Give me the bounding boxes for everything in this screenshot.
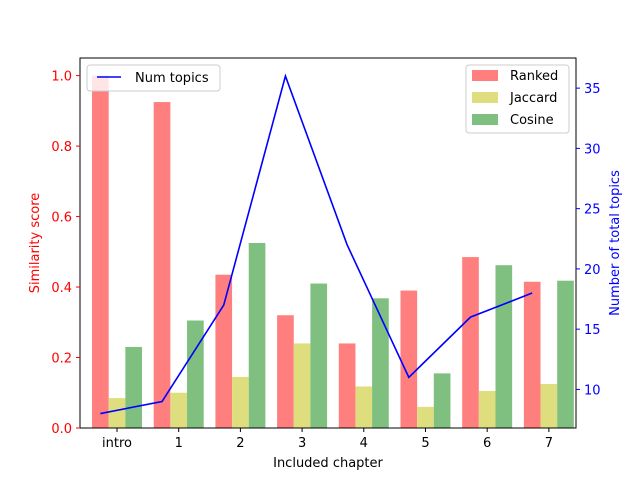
- y-right-tick-label: 10: [584, 383, 601, 398]
- y-left-tick-label: 0.0: [51, 422, 72, 437]
- y-axis-left: 0.0 0.2 0.4 0.6 0.8 1.0: [51, 70, 80, 437]
- bar-cosine-1: [187, 320, 204, 428]
- line-num-topics: [100, 73, 533, 415]
- y-left-tick-label: 0.2: [51, 352, 72, 367]
- bar-ranked-1: [153, 102, 171, 429]
- bar-jaccard-3: [293, 343, 311, 428]
- x-tick-label: 5: [421, 436, 429, 451]
- x-tick-label: 1: [175, 436, 183, 451]
- y-right-tick-label: 20: [584, 263, 601, 278]
- bar-legend-swatch-ranked: [472, 70, 498, 81]
- y-right-tick-label: 15: [584, 323, 601, 338]
- bar-cosine-4: [372, 298, 389, 428]
- bar-jaccard-6: [478, 391, 496, 428]
- x-tick-label: 2: [236, 436, 244, 451]
- plot-frame: [79, 57, 577, 429]
- x-tick-label: intro: [102, 436, 132, 451]
- bar-cosine-2: [248, 243, 266, 428]
- bar-cosine-6: [495, 265, 513, 428]
- y-right-tick-label: 35: [584, 82, 601, 97]
- line-legend: Num topics: [86, 64, 221, 92]
- bar-ranked-7: [523, 281, 541, 428]
- bar-ranked-4: [338, 343, 356, 428]
- bar-legend-label-jaccard: Jaccard: [509, 91, 557, 106]
- bar-jaccard-5: [417, 406, 434, 428]
- bar-ranked-3: [277, 315, 294, 428]
- line-group: [100, 73, 533, 415]
- y-left-tick-label: 0.4: [51, 281, 72, 296]
- y-axis-left-label: Similarity score: [28, 193, 43, 294]
- bar-group: [92, 75, 574, 429]
- bar-cosine-7: [557, 280, 574, 428]
- bar-cosine-intro: [125, 346, 142, 428]
- bar-ranked-2: [215, 274, 233, 428]
- bar-legend-label-ranked: Ranked: [510, 69, 558, 84]
- bar-jaccard-intro: [108, 398, 126, 428]
- bar-ranked-6: [462, 257, 479, 428]
- bar-jaccard-1: [170, 392, 188, 428]
- bar-jaccard-4: [355, 386, 373, 428]
- y-left-tick-label: 0.8: [51, 140, 72, 155]
- bar-cosine-3: [310, 283, 328, 428]
- bar-legend-label-cosine: Cosine: [510, 113, 554, 128]
- line-legend-box: [86, 64, 221, 92]
- line-legend-label: Num topics: [135, 71, 209, 86]
- bar-jaccard-2: [232, 376, 249, 428]
- bar-cosine-5: [433, 373, 451, 428]
- x-tick-label: 3: [298, 436, 306, 451]
- bar-legend-swatch-jaccard: [472, 92, 498, 103]
- bar-legend-swatch-cosine: [472, 114, 498, 125]
- x-tick-label: 6: [483, 436, 491, 451]
- y-left-tick-label: 1.0: [51, 70, 72, 85]
- y-left-tick-label: 0.6: [51, 211, 72, 226]
- x-axis-label: Included chapter: [273, 456, 383, 471]
- y-right-tick-label: 30: [584, 142, 601, 157]
- bar-ranked-5: [400, 290, 418, 428]
- bar-jaccard-7: [540, 383, 558, 428]
- y-right-tick-label: 25: [584, 203, 601, 218]
- x-tick-label: 4: [360, 436, 368, 451]
- bar-ranked-intro: [92, 75, 109, 428]
- y-axis-right: 10 15 20 25 30 35: [576, 82, 601, 398]
- bar-legend: Ranked Jaccard Cosine: [465, 64, 570, 134]
- x-axis: intro 1 2 3 4 5 6 7: [102, 428, 553, 451]
- y-axis-right-label: Number of total topics: [608, 170, 623, 316]
- x-tick-label: 7: [545, 436, 553, 451]
